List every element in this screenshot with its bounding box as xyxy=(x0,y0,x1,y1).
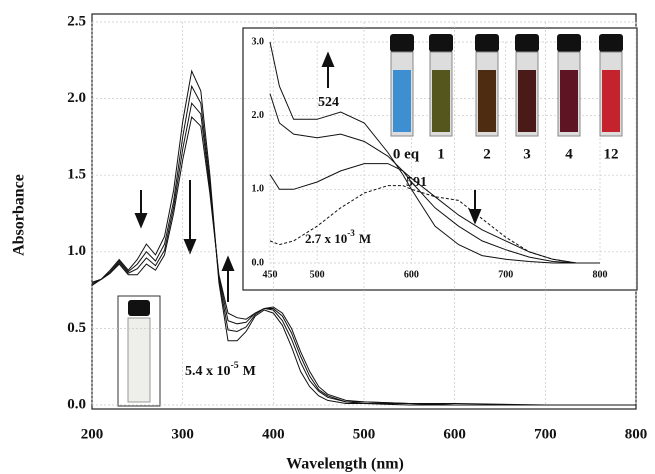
x-tick-label: 300 xyxy=(171,426,194,442)
vial-label: 12 xyxy=(604,146,619,162)
vial-label: 4 xyxy=(565,146,573,162)
x-tick-label: 800 xyxy=(593,269,608,280)
spectrum-line xyxy=(269,41,600,264)
y-tick-label: 1.5 xyxy=(67,167,86,183)
spectrum-line xyxy=(91,69,636,406)
vial-solution xyxy=(518,70,536,132)
vial-cap xyxy=(557,34,581,52)
y-tick-label: 2.0 xyxy=(252,110,265,121)
vial-solution xyxy=(393,70,411,132)
concentration-label: 2.7 x 10-3 M xyxy=(305,228,371,246)
x-tick-label: 700 xyxy=(498,269,513,280)
vial-label: 3 xyxy=(523,146,531,162)
spectrum-line xyxy=(91,102,636,406)
y-tick-label: 1.0 xyxy=(67,243,86,259)
concentration-exponent: -3 xyxy=(347,228,355,238)
reference-vial xyxy=(117,295,161,407)
vial-cap xyxy=(429,34,453,52)
x-tick-label: 700 xyxy=(534,426,557,442)
concentration-label: 5.4 x 10-5 M xyxy=(185,360,256,379)
spectrum-line xyxy=(269,93,600,264)
vial-label: 2 xyxy=(483,146,491,162)
x-tick-label: 500 xyxy=(353,426,376,442)
vial-label: 0 eq xyxy=(393,146,420,162)
concentration-unit: M xyxy=(359,231,371,246)
vial-cap xyxy=(390,34,414,52)
spectrum-line xyxy=(269,163,600,264)
y-tick-label: 0.5 xyxy=(67,320,86,336)
x-tick-label: 400 xyxy=(262,426,285,442)
x-tick-label: 600 xyxy=(404,269,419,280)
y-axis-title: Absorbance xyxy=(11,174,28,256)
y-tick-label: 2.0 xyxy=(67,90,86,106)
vial-cap xyxy=(475,34,499,52)
x-axis-title: Wavelength (nm) xyxy=(286,456,404,473)
vial-solution xyxy=(560,70,578,132)
vial-label: 1 xyxy=(437,146,445,162)
vial-solution xyxy=(602,70,620,132)
arrows xyxy=(134,51,482,302)
x-tick-label: 600 xyxy=(443,426,466,442)
peak-label: 524 xyxy=(318,95,339,110)
vial-cap xyxy=(515,34,539,52)
concentration-base: 2.7 x 10 xyxy=(305,231,347,246)
concentration-base: 5.4 x 10 xyxy=(185,364,231,379)
vial-solution xyxy=(432,70,450,132)
y-tick-label: 1.0 xyxy=(252,184,265,195)
spectrum-line xyxy=(91,115,636,406)
x-tick-label: 800 xyxy=(625,426,648,442)
y-tick-label: 0.0 xyxy=(252,257,265,268)
x-tick-label: 450 xyxy=(263,269,278,280)
concentration-exponent: -5 xyxy=(231,360,239,371)
y-tick-label: 0.0 xyxy=(67,396,86,412)
concentration-unit: M xyxy=(243,364,256,379)
y-tick-label: 2.5 xyxy=(67,13,86,29)
vial-solution xyxy=(478,70,496,132)
y-tick-label: 3.0 xyxy=(252,36,265,47)
vial-cap xyxy=(599,34,623,52)
x-tick-label: 200 xyxy=(81,426,104,442)
x-tick-label: 500 xyxy=(310,269,325,280)
peak-label: 591 xyxy=(406,175,427,190)
